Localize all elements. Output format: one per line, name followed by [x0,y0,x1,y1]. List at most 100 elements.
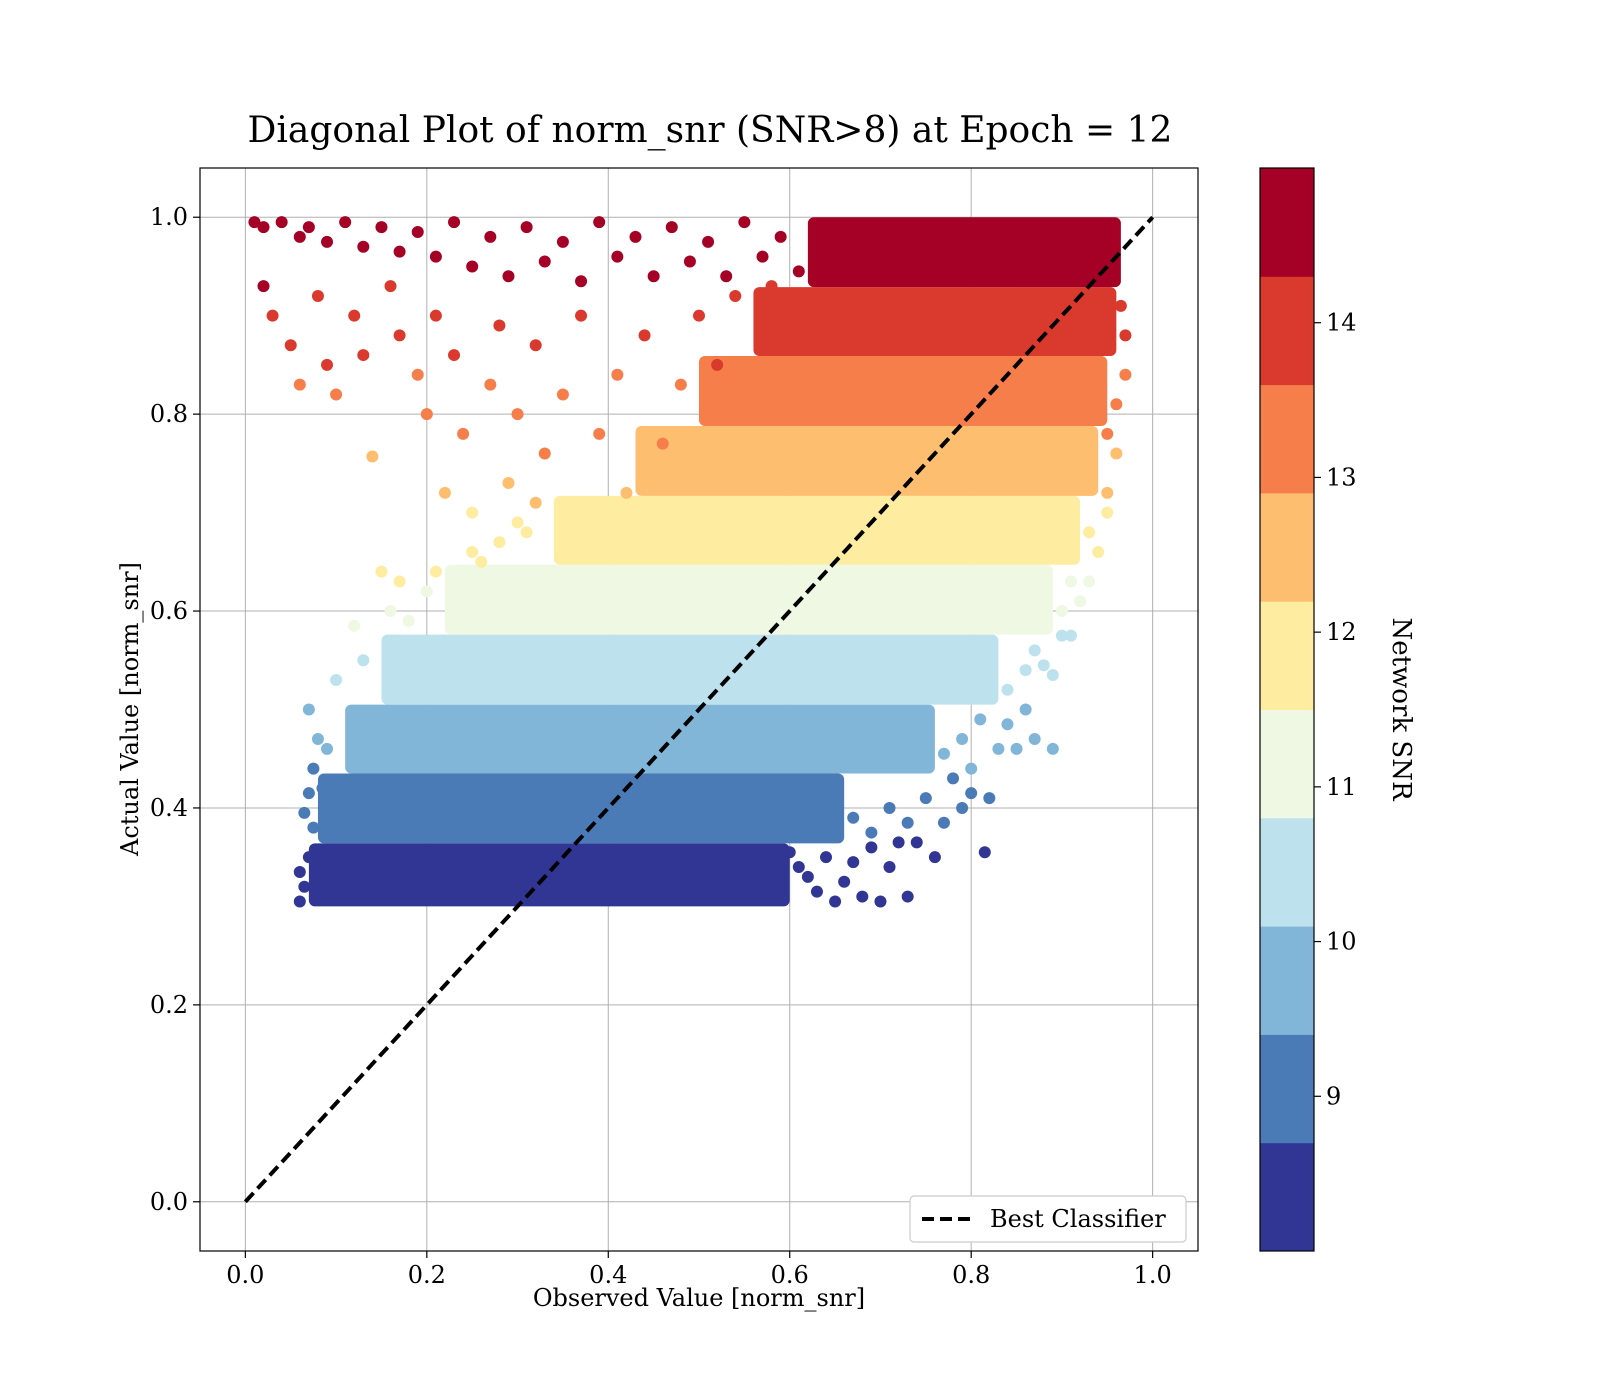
scatter-point-16 [520,221,533,234]
scatter-point-156 [1114,299,1127,312]
scatter-point-146 [1083,575,1096,588]
scatter-point-55 [520,526,533,539]
scatter-point-30 [774,230,787,243]
scatter-point-106 [847,856,860,869]
scatter-point-137 [1019,664,1032,677]
scatter-point-118 [883,801,896,814]
scatter-points [248,216,1132,908]
scatter-point-123 [956,801,969,814]
scatter-point-3 [293,230,306,243]
scatter-point-37 [321,358,334,371]
scatter-point-144 [1064,575,1077,588]
scatter-point-18 [556,235,569,248]
scatter-point-142 [1064,629,1077,642]
scatter-point-129 [974,713,987,726]
scatter-point-11 [429,250,442,263]
scatter-point-109 [874,895,887,908]
scatter-point-51 [484,378,497,391]
scatter-point-80 [429,565,442,578]
scatter-point-133 [1019,703,1032,716]
scatter-point-138 [1028,644,1041,657]
scatter-point-127 [956,733,969,746]
x-axis-ticks: 0.0 0.2 0.4 0.6 0.8 1.0 [226,1251,1172,1289]
y-tick-label-4: 0.8 [150,400,188,428]
scatter-point-27 [720,270,733,283]
scatter-point-56 [529,339,542,352]
scatter-point-143 [1055,605,1068,618]
scatter-point-86 [529,496,542,509]
y-axis-label: Actual Value [norm_snr] [116,562,144,857]
colorbar-segment-4 [1260,709,1314,819]
scatter-band-6 [635,425,1099,496]
colorbar-tick-label-2: 11 [1326,773,1357,801]
scatter-point-145 [1074,595,1087,608]
legend-entry-best-classifier: Best Classifier [990,1205,1166,1233]
scatter-point-139 [1037,659,1050,672]
scatter-band-5 [553,495,1081,565]
scatter-point-36 [311,289,324,302]
scatter-point-152 [1110,447,1123,460]
scatter-point-10 [411,225,424,238]
scatter-point-21 [611,250,624,263]
scatter-point-61 [584,545,597,558]
scatter-point-125 [983,792,996,805]
scatter-band-4 [444,564,1053,635]
scatter-point-115 [978,846,991,859]
scatter-point-81 [448,605,461,618]
scatter-point-74 [357,654,370,667]
colorbar-tick-label-0: 9 [1326,1082,1341,1110]
scatter-band-8 [753,287,1117,357]
scatter-point-0 [248,216,261,229]
colorbar-label: Network SNR [1386,617,1416,802]
scatter-point-38 [330,388,343,401]
scatter-point-148 [1092,545,1105,558]
scatter-point-33 [266,309,279,322]
scatter-point-47 [438,486,451,499]
scatter-point-23 [647,270,660,283]
x-axis-label: Observed Value [norm_snr] [533,1284,865,1312]
scatter-point-69 [711,358,724,371]
y-tick-label-1: 0.2 [150,991,188,1019]
scatter-point-76 [384,605,397,618]
scatter-point-65 [638,329,651,342]
scatter-point-48 [448,349,461,362]
scatter-point-117 [865,826,878,839]
scatter-point-93 [302,787,315,800]
scatter-point-44 [411,368,424,381]
y-tick-label-2: 0.4 [150,794,188,822]
scatter-point-151 [1101,427,1114,440]
scatter-point-13 [466,260,479,273]
legend: Best Classifier [909,1195,1187,1243]
scatter-band-1 [317,773,845,844]
scatter-band-0 [308,843,790,907]
x-tick-label-2: 0.4 [589,1261,627,1289]
y-axis-ticks: 0.0 0.2 0.4 0.6 0.8 1.0 [150,203,200,1216]
scatter-band-3 [381,634,999,705]
scatter-point-149 [1101,506,1114,519]
scatter-point-101 [801,870,814,883]
scatter-point-83 [475,555,488,568]
scatter-point-35 [293,378,306,391]
scatter-point-77 [393,575,406,588]
scatter-point-87 [302,703,315,716]
scatter-point-2 [275,216,288,229]
scatter-bands [308,217,1121,907]
y-tick-label-0: 0.0 [150,1188,188,1216]
scatter-point-135 [1046,742,1059,755]
scatter-point-5 [321,235,334,248]
scatter-point-124 [965,787,978,800]
scatter-point-108 [865,841,878,854]
scatter-point-141 [1055,629,1068,642]
scatter-point-91 [321,742,334,755]
scatter-point-114 [928,851,941,864]
scatter-point-99 [783,846,796,859]
scatter-point-54 [511,408,524,421]
scatter-point-103 [820,851,833,864]
scatter-point-90 [316,782,329,795]
scatter-point-4 [302,221,315,234]
colorbar-segment-1 [1260,1034,1314,1144]
scatter-point-59 [565,506,578,519]
x-tick-label-0: 0.0 [226,1261,264,1289]
colorbar-tick-label-3: 12 [1326,618,1357,646]
